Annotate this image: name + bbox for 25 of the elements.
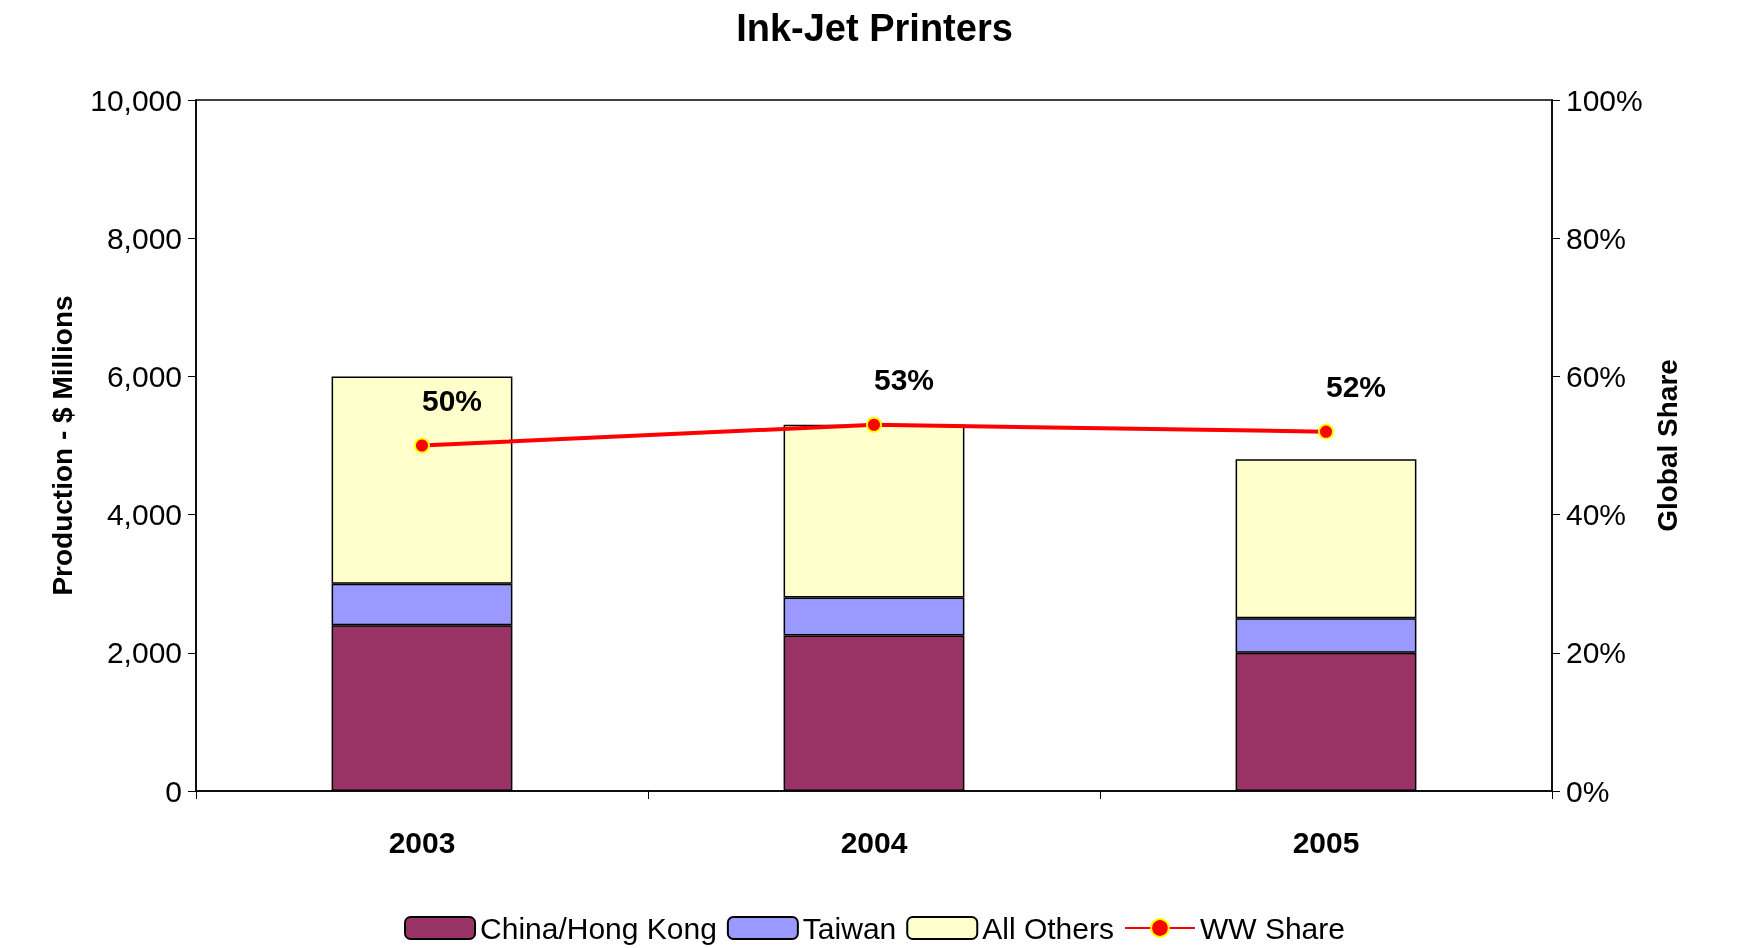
y2-tick-label: 0%	[1566, 774, 1610, 808]
chart-title: Ink-Jet Printers	[736, 7, 1013, 49]
y2-tick-label: 60%	[1566, 359, 1627, 393]
y-tick-label: 8,000	[106, 221, 182, 255]
y2-tick-label: 20%	[1566, 636, 1627, 670]
legend-label: Taiwan	[802, 911, 897, 945]
y-tick-label: 6,000	[106, 359, 182, 393]
y2-tick-label: 100%	[1566, 83, 1643, 117]
y2-axis-title: Global Share	[1652, 359, 1684, 532]
x-tick-label: 2003	[388, 825, 456, 859]
legend-label: China/Hong Kong	[480, 911, 717, 945]
x-tick-label: 2004	[840, 825, 908, 859]
x-tick-label: 2005	[1292, 825, 1360, 859]
y-axis-title: Production - $ Millions	[46, 295, 78, 596]
y2-tick-label: 80%	[1566, 221, 1627, 255]
y-tick-label: 10,000	[90, 83, 182, 117]
y2-tick-label: 40%	[1566, 498, 1627, 532]
data-label: 50%	[421, 384, 483, 417]
y-tick-label: 2,000	[106, 636, 182, 670]
legend-label: WW Share	[1199, 911, 1345, 945]
data-label: 53%	[873, 363, 935, 397]
y-tick-label: 4,000	[106, 498, 182, 532]
y-tick-label: 0	[165, 774, 182, 808]
data-label: 52%	[1325, 370, 1387, 404]
legend-label: All Others	[982, 911, 1114, 945]
